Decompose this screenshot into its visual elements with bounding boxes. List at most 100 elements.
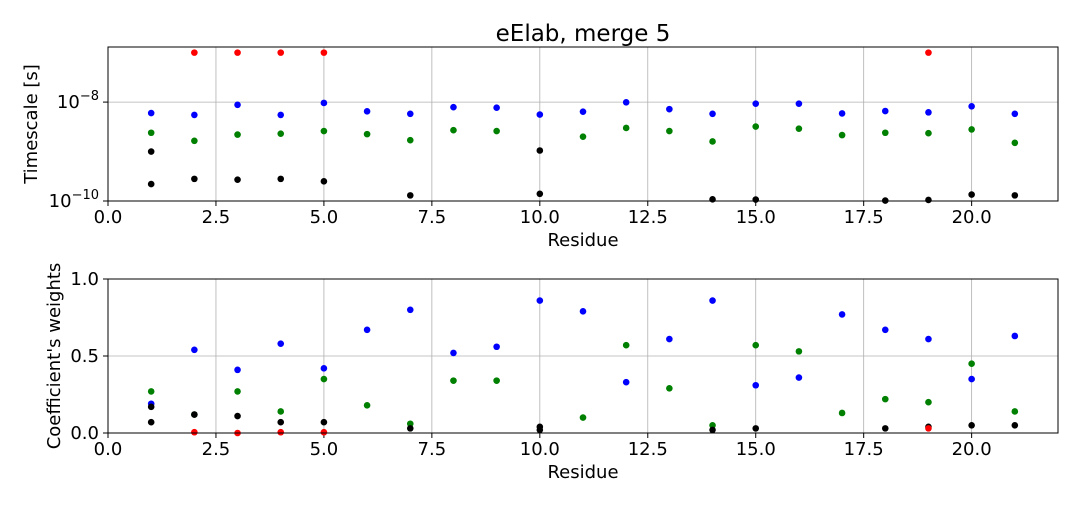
data-point	[147, 148, 155, 155]
plot-area-bottom: 0.0 2.5 5.0 7.5 10.0 12.5 15.0 17.5 20.0 0.0 0.5 1.…	[70, 269, 1059, 460]
y-axis-label-bottom: Coefficient's weights	[44, 263, 65, 450]
chart-title: eElab, merge 5	[496, 21, 671, 47]
data-point	[622, 341, 630, 349]
data-point	[666, 385, 673, 392]
x-tick-label: 2.5	[202, 207, 231, 228]
data-point	[709, 110, 716, 118]
data-point	[579, 414, 587, 421]
x-axis-label-top: Residue	[547, 230, 618, 251]
data-point	[881, 425, 889, 432]
data-point	[752, 425, 760, 432]
x-tick-label: 17.5	[844, 207, 884, 228]
x-tick-label: 5.0	[310, 207, 339, 228]
data-point	[234, 366, 241, 374]
data-point	[795, 100, 803, 107]
data-point	[363, 326, 371, 334]
data-point	[406, 306, 414, 314]
data-point	[881, 107, 889, 115]
x-tick-label: 7.5	[418, 207, 447, 228]
data-point	[709, 138, 716, 145]
data-point	[536, 297, 544, 304]
data-point	[881, 395, 889, 403]
data-point	[752, 341, 760, 349]
data-point	[493, 104, 500, 112]
data-point	[147, 418, 155, 426]
data-point	[838, 110, 846, 117]
data-point	[406, 136, 414, 144]
data-point	[493, 377, 500, 384]
y-tick-label: 10−10	[49, 188, 99, 212]
data-point	[277, 49, 285, 56]
data-point	[968, 375, 975, 383]
data-point	[666, 105, 673, 113]
data-point	[838, 311, 846, 318]
data-point	[968, 126, 975, 133]
data-point	[493, 343, 500, 351]
data-point	[450, 103, 457, 111]
data-point	[752, 196, 760, 203]
data-point	[881, 129, 889, 137]
data-point	[968, 422, 975, 429]
x-tick-label: 10.0	[520, 439, 560, 460]
x-tick-label: 0.0	[94, 439, 123, 460]
data-point	[1011, 332, 1019, 340]
x-tick-label: 20.0	[952, 207, 992, 228]
data-point	[579, 133, 587, 140]
x-tick-label: 5.0	[310, 439, 339, 460]
axes-frame-top	[107, 46, 1059, 202]
x-tick-label: 2.5	[202, 439, 231, 460]
x-tick-label: 7.5	[418, 439, 447, 460]
data-point	[968, 103, 975, 110]
data-point	[147, 180, 155, 188]
data-point	[838, 131, 846, 139]
data-point	[925, 49, 932, 56]
data-point	[450, 377, 457, 384]
x-tick-label: 12.5	[628, 207, 668, 228]
data-point	[406, 192, 414, 199]
data-point	[925, 109, 932, 116]
data-point	[277, 175, 285, 183]
data-point	[406, 425, 414, 432]
data-point	[277, 111, 285, 119]
data-point	[925, 129, 932, 137]
data-point	[536, 426, 544, 434]
data-point	[320, 127, 328, 135]
data-point	[191, 111, 198, 119]
data-point	[968, 360, 975, 368]
x-tick-label: 12.5	[628, 439, 668, 460]
data-point	[795, 348, 803, 355]
data-point	[320, 428, 328, 436]
data-point	[191, 137, 198, 145]
data-point	[536, 147, 544, 154]
data-point	[147, 129, 155, 137]
data-point	[709, 196, 716, 203]
x-tick-label: 20.0	[952, 439, 992, 460]
data-point	[191, 175, 198, 183]
data-point	[320, 365, 328, 372]
data-point	[277, 428, 285, 436]
data-point	[363, 130, 371, 138]
data-point	[363, 108, 371, 115]
data-point	[191, 428, 198, 436]
axes-frame-bottom	[107, 278, 1059, 434]
data-point	[320, 49, 328, 56]
data-point	[709, 422, 716, 429]
x-axis-label-bottom: Residue	[547, 462, 618, 483]
data-point	[536, 111, 544, 118]
data-point	[752, 100, 760, 107]
data-point	[925, 335, 932, 343]
data-point	[450, 349, 457, 357]
data-point	[191, 346, 198, 354]
data-point	[709, 426, 716, 434]
y-axis-label-top: Timescale [s]	[21, 64, 42, 185]
data-point	[579, 108, 587, 115]
data-point	[277, 340, 285, 347]
data-point	[320, 99, 328, 107]
data-point	[666, 335, 673, 343]
data-point	[234, 131, 241, 138]
data-point	[968, 191, 975, 198]
data-point	[925, 425, 932, 432]
data-point	[363, 401, 371, 409]
data-point	[752, 381, 760, 389]
